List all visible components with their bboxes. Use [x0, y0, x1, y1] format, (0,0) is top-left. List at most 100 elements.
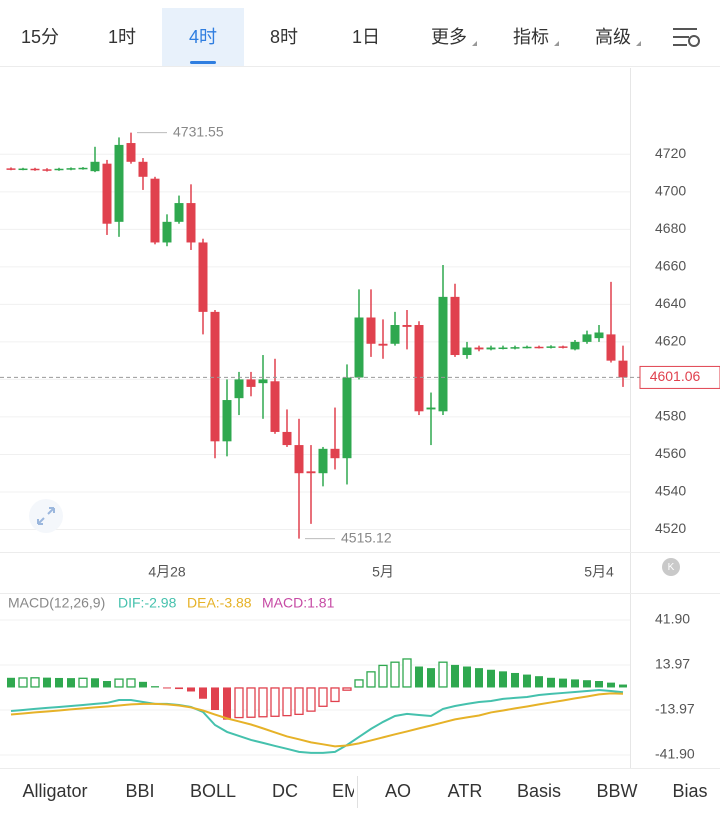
- candle-body: [474, 347, 484, 350]
- candle-body: [246, 379, 256, 387]
- active-tab-bg: [162, 8, 244, 66]
- macd-bar: [427, 668, 435, 688]
- tab[interactable]: 15分: [21, 27, 59, 47]
- macd-bar: [103, 681, 111, 688]
- macd-bar: [139, 681, 147, 688]
- macd-bar: [487, 669, 495, 688]
- macd-pane: 41.90 13.97 -13.97 -41.90 MACD(12,26,9) MACD:…: [0, 595, 695, 762]
- candle-body: [150, 178, 160, 243]
- macd-bar: [595, 681, 603, 688]
- tab[interactable]: 更多: [431, 27, 467, 47]
- candle-body: [486, 347, 496, 350]
- macd-bar: [607, 682, 615, 688]
- x-tick-label: 4月28: [148, 564, 186, 580]
- candle-body: [390, 325, 400, 344]
- macd-bar: [619, 684, 627, 688]
- macd-bar: [78, 677, 88, 688]
- x-tick-label: 5月: [372, 564, 394, 580]
- candle-body: [438, 296, 448, 412]
- macd-bar: [354, 679, 364, 688]
- macd-bar: [223, 687, 231, 720]
- candle-body: [558, 346, 568, 348]
- indicator[interactable]: Basis: [517, 781, 561, 801]
- macd-bar: [463, 666, 471, 688]
- candle-body: [426, 407, 436, 410]
- indicator[interactable]: BOLL: [190, 781, 236, 801]
- macd-bar: [163, 687, 171, 689]
- macd-bar: [18, 677, 28, 688]
- macd-legend: MACD:1.81: [262, 595, 335, 611]
- macd-line: [10, 692, 624, 748]
- macd-bar: [211, 687, 219, 711]
- candle-body: [522, 346, 532, 349]
- indicator[interactable]: AO: [385, 781, 411, 801]
- macd-bar: [30, 677, 40, 688]
- indicator[interactable]: BBW: [596, 781, 637, 801]
- macd-bar: [318, 687, 328, 707]
- macd-bar: [366, 671, 376, 688]
- macd-legend: DEA:-3.88: [187, 595, 252, 611]
- k-button[interactable]: K: [662, 558, 680, 576]
- y-tick-label: 4640: [655, 295, 686, 311]
- dropdown-caret: [554, 41, 559, 46]
- svg-text:K: K: [668, 562, 675, 573]
- indicator[interactable]: Bias: [672, 781, 707, 801]
- macd-bar: [415, 666, 423, 688]
- y-tick-label: 4520: [655, 520, 686, 536]
- candle-body: [582, 334, 592, 342]
- x-tick-label: 5月4: [584, 564, 614, 580]
- candle-body: [618, 360, 628, 378]
- tab[interactable]: 指标: [513, 27, 549, 47]
- candle-body: [570, 341, 580, 350]
- settings-icon[interactable]: [673, 28, 700, 47]
- candle-body: [366, 317, 376, 344]
- macd-bar: [199, 687, 207, 699]
- candle-body: [114, 144, 124, 222]
- tab[interactable]: 8时: [270, 27, 298, 47]
- indicator[interactable]: ATR: [448, 781, 483, 801]
- candle-body: [534, 346, 544, 349]
- indicator[interactable]: BBI: [125, 781, 154, 801]
- y-tick-label: 4580: [655, 408, 686, 424]
- candle-body: [102, 163, 112, 224]
- y-tick-label: 13.97: [655, 656, 690, 672]
- candle-body: [90, 161, 100, 172]
- fullscreen-button[interactable]: [29, 499, 63, 533]
- candle-body: [498, 347, 508, 350]
- candle-body: [210, 311, 220, 442]
- tab[interactable]: 高级: [595, 27, 631, 47]
- candle-body: [354, 317, 364, 378]
- indicator[interactable]: EMA: [332, 781, 371, 801]
- tab[interactable]: 4时: [189, 27, 217, 47]
- candle-body: [174, 203, 184, 222]
- macd-bar: [258, 687, 268, 718]
- candle-body: [138, 161, 148, 177]
- last-price-box: [639, 365, 720, 389]
- y-tick-label: 41.90: [655, 611, 690, 627]
- y-tick-label: -41.90: [655, 746, 695, 762]
- macd-bar: [282, 687, 292, 717]
- macd-bar: [7, 677, 15, 688]
- indicator[interactable]: Alligator: [22, 781, 87, 801]
- candle-body: [594, 332, 604, 339]
- candle-body: [306, 471, 316, 474]
- macd-legend-title: MACD(12,26,9): [8, 595, 105, 611]
- macd-bar: [451, 664, 459, 688]
- y-tick-label: 4680: [655, 220, 686, 236]
- indicator[interactable]: DC: [272, 781, 298, 801]
- candle-body: [234, 379, 244, 399]
- y-tick-label: 4560: [655, 445, 686, 461]
- candle-body: [378, 343, 388, 346]
- tab[interactable]: 1时: [108, 27, 136, 47]
- macd-bar: [270, 687, 280, 717]
- candle-body: [318, 448, 328, 474]
- macd-bar: [306, 687, 316, 712]
- candle-body: [330, 448, 340, 459]
- macd-bar: [499, 671, 507, 688]
- candle-body: [402, 325, 412, 327]
- macd-bar: [67, 678, 75, 688]
- macd-bar: [330, 687, 340, 703]
- tab[interactable]: 1日: [352, 27, 380, 47]
- timeframe-tabs: 15分 1时 4时 8时 1日 更多 指标 高级: [21, 8, 631, 66]
- candle-body: [414, 325, 424, 412]
